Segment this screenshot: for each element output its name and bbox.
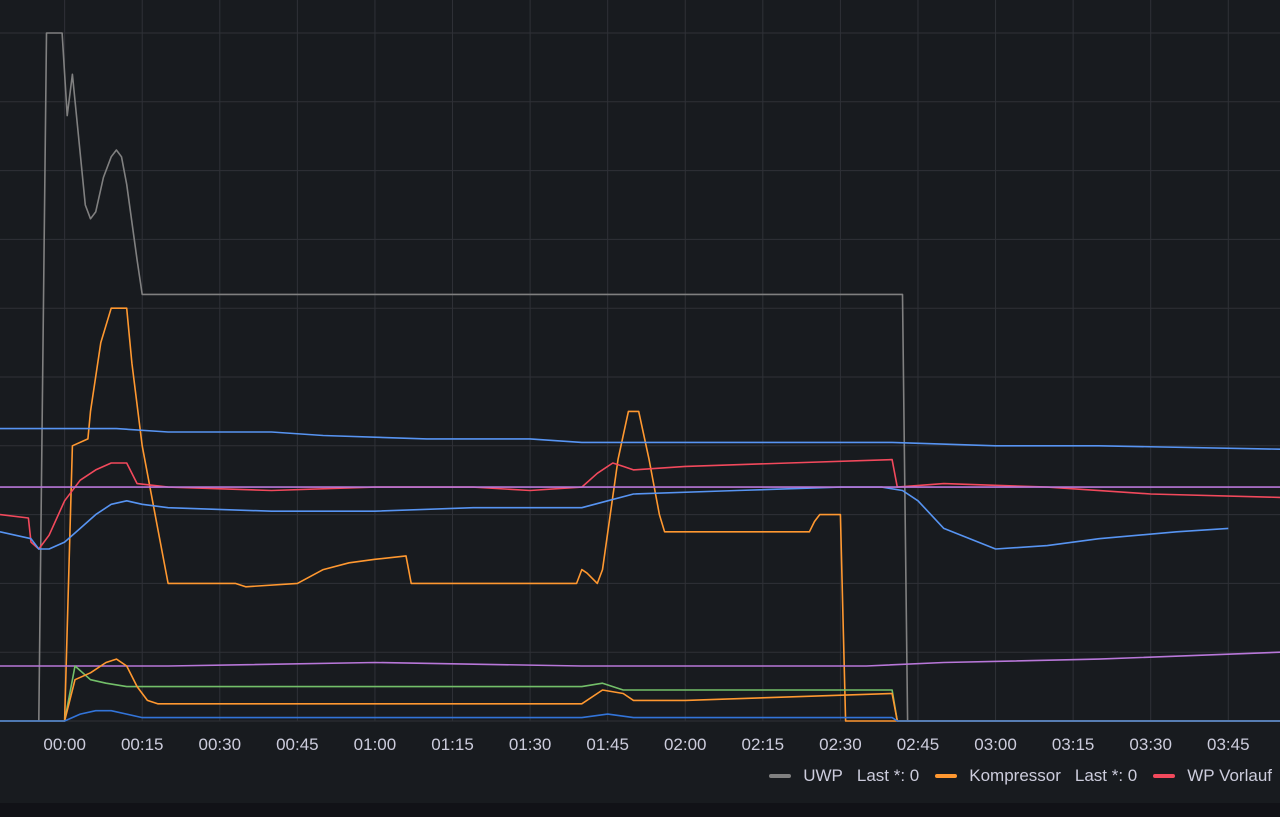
x-axis: 00:00 00:15 00:30 00:45 01:00 01:15 01:30 01:45… [43,735,1250,754]
x-tick-label: 01:45 [586,735,629,754]
legend-swatch-wp-vorlauf [1153,774,1176,778]
legend-swatch-kompressor [935,774,958,778]
legend-label-uwp: UWP [803,766,843,785]
legend-label-kompressor: Kompressor [969,766,1061,785]
x-tick-label: 00:15 [121,735,164,754]
series-layer [0,32,1280,722]
grid [0,0,1280,722]
legend-item-kompressor[interactable]: Kompressor Last *: 0 [935,766,1137,786]
panel-bottom-strip [0,803,1280,817]
legend-label-wp-vorlauf: WP Vorlauf [1187,766,1272,785]
series-line-wp-vorlauf [0,458,1280,550]
series-line-unnamed-3 [0,427,1280,450]
x-tick-label: 03:45 [1207,735,1250,754]
x-tick-label: 01:00 [354,735,397,754]
x-tick-label: 03:15 [1052,735,1095,754]
x-tick-label: 02:15 [742,735,785,754]
x-tick-label: 02:30 [819,735,862,754]
series-line-unnamed-4 [0,486,1229,550]
x-tick-label: 02:45 [897,735,940,754]
x-tick-label: 01:15 [431,735,474,754]
x-tick-label: 02:00 [664,735,707,754]
series-line-unnamed-7 [0,665,1280,722]
x-tick-label: 00:30 [199,735,242,754]
series-line-kompressor [63,307,1280,722]
series-line-unnamed-9 [0,709,1280,722]
legend: UWP Last *: 0 Kompressor Last *: 0 WP Vo… [753,764,1272,788]
x-tick-label: 01:30 [509,735,552,754]
series-line-uwp [38,32,1280,722]
series-line-unnamed-8 [0,658,1280,722]
x-tick-label: 03:00 [974,735,1017,754]
x-tick-label: 00:45 [276,735,319,754]
legend-item-uwp[interactable]: UWP Last *: 0 [769,766,919,786]
x-tick-label: 00:00 [43,735,86,754]
legend-item-wp-vorlauf[interactable]: WP Vorlauf [1153,766,1272,786]
series-line-unnamed-6 [0,651,1280,667]
x-tick-label: 03:30 [1129,735,1172,754]
legend-swatch-uwp [769,774,792,778]
legend-last-kompressor: Last *: 0 [1074,766,1138,785]
legend-last-uwp: Last *: 0 [856,766,920,785]
